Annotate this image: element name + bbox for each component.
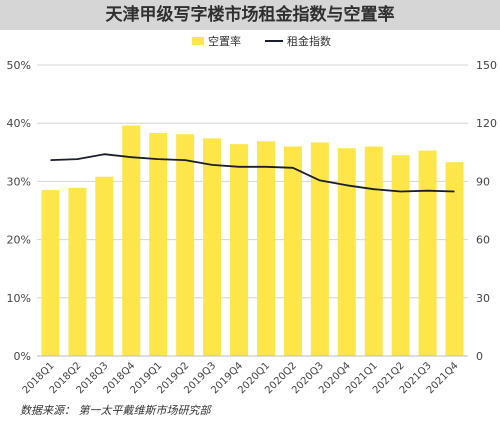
bar <box>68 187 87 356</box>
bar <box>337 148 356 356</box>
right-tick-label: 120 <box>476 117 497 130</box>
source-note: 数据来源： 第一太平戴维斯市场研究部 <box>20 404 211 417</box>
left-tick-label: 0% <box>14 350 31 363</box>
bar <box>256 141 275 356</box>
rent-index-line <box>50 153 455 193</box>
left-tick-label: 20% <box>7 234 31 247</box>
bar <box>283 146 302 356</box>
bar <box>391 155 410 356</box>
left-tick-label: 40% <box>7 117 31 130</box>
legend-label-vacancy: 空置率 <box>208 34 241 48</box>
bar <box>230 144 249 356</box>
bar <box>203 138 222 356</box>
right-tick-label: 60 <box>476 234 490 247</box>
left-tick-label: 50% <box>7 59 31 72</box>
right-tick-label: 0 <box>476 350 483 363</box>
bar <box>445 162 464 356</box>
right-tick-label: 150 <box>476 59 497 72</box>
bar <box>364 146 383 356</box>
right-tick-label: 30 <box>476 292 490 305</box>
title-bar <box>0 0 500 30</box>
bar <box>310 142 329 356</box>
bar <box>41 190 60 356</box>
legend-swatch-vacancy <box>192 37 204 45</box>
bar <box>149 133 168 356</box>
left-tick-label: 10% <box>7 292 31 305</box>
bar <box>122 125 141 356</box>
bar <box>418 150 437 356</box>
bar <box>95 176 114 356</box>
right-tick-label: 90 <box>476 175 490 188</box>
legend-label-rent-index: 租金指数 <box>287 34 331 48</box>
bar <box>176 134 195 356</box>
left-tick-label: 30% <box>7 175 31 188</box>
chart-title: 天津甲级写字楼市场租金指数与空置率 <box>105 5 395 25</box>
